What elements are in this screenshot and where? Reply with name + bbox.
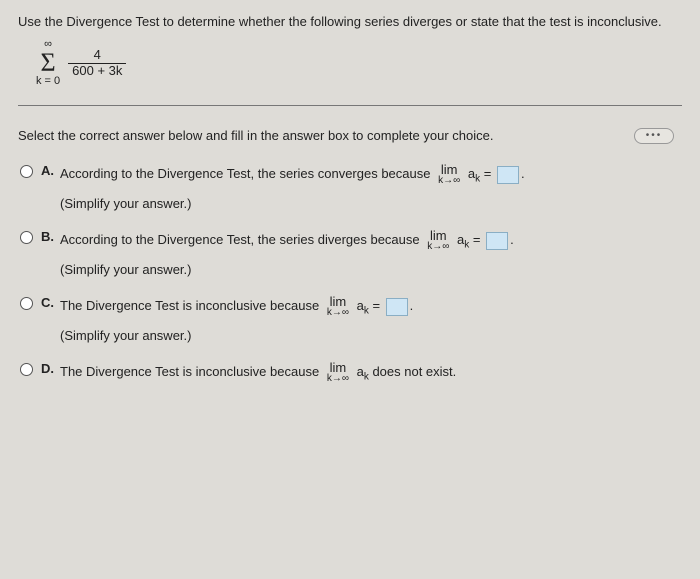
radio-d[interactable] bbox=[20, 363, 33, 376]
equals: = bbox=[484, 166, 492, 181]
question-instruction: Use the Divergence Test to determine whe… bbox=[18, 14, 682, 29]
divider bbox=[18, 105, 682, 106]
radio-a[interactable] bbox=[20, 165, 33, 178]
simplify-c: (Simplify your answer.) bbox=[60, 328, 682, 343]
radio-b[interactable] bbox=[20, 231, 33, 244]
simplify-a: (Simplify your answer.) bbox=[60, 196, 682, 211]
option-d-after: does not exist. bbox=[372, 364, 456, 379]
lim-var: a bbox=[357, 364, 364, 379]
sigma-lower: k = 0 bbox=[36, 76, 60, 87]
answer-box-c[interactable] bbox=[386, 298, 408, 316]
fraction-numerator: 4 bbox=[90, 48, 105, 62]
simplify-b: (Simplify your answer.) bbox=[60, 262, 682, 277]
series-expression: ∞ Σ k = 0 4 600 + 3k bbox=[36, 39, 682, 87]
lim-sub: k→∞ bbox=[427, 242, 449, 252]
equals: = bbox=[372, 298, 380, 313]
equals: = bbox=[473, 232, 481, 247]
lim-var-sub: k bbox=[475, 174, 480, 185]
option-c-after: . bbox=[410, 298, 414, 313]
fraction-denominator: 600 + 3k bbox=[68, 64, 126, 78]
option-d-letter: D. bbox=[41, 361, 54, 376]
option-b-text: According to the Divergence Test, the se… bbox=[60, 232, 420, 247]
option-b-letter: B. bbox=[41, 229, 54, 244]
option-c[interactable]: C. The Divergence Test is inconclusive b… bbox=[18, 295, 682, 357]
answer-box-a[interactable] bbox=[497, 166, 519, 184]
option-b-after: . bbox=[510, 232, 514, 247]
option-b[interactable]: B. According to the Divergence Test, the… bbox=[18, 229, 682, 291]
lim-var-sub: k bbox=[464, 240, 469, 251]
option-a-text: According to the Divergence Test, the se… bbox=[60, 166, 430, 181]
lim-sub: k→∞ bbox=[327, 308, 349, 318]
option-a-after: . bbox=[521, 166, 525, 181]
option-d[interactable]: D. The Divergence Test is inconclusive b… bbox=[18, 361, 682, 384]
lim-var: a bbox=[468, 166, 475, 181]
radio-c[interactable] bbox=[20, 297, 33, 310]
sigma-symbol: Σ bbox=[41, 50, 56, 76]
option-a[interactable]: A. According to the Divergence Test, the… bbox=[18, 163, 682, 225]
option-d-text: The Divergence Test is inconclusive beca… bbox=[60, 364, 319, 379]
answer-box-b[interactable] bbox=[486, 232, 508, 250]
option-c-letter: C. bbox=[41, 295, 54, 310]
choice-prompt: Select the correct answer below and fill… bbox=[18, 128, 682, 143]
lim-var: a bbox=[357, 298, 364, 313]
more-icon[interactable]: ••• bbox=[634, 128, 674, 144]
option-a-letter: A. bbox=[41, 163, 54, 178]
lim-sub: k→∞ bbox=[438, 176, 460, 186]
lim-var-sub: k bbox=[364, 372, 369, 383]
lim-sub: k→∞ bbox=[327, 374, 349, 384]
option-c-text: The Divergence Test is inconclusive beca… bbox=[60, 298, 319, 313]
lim-var-sub: k bbox=[364, 306, 369, 317]
